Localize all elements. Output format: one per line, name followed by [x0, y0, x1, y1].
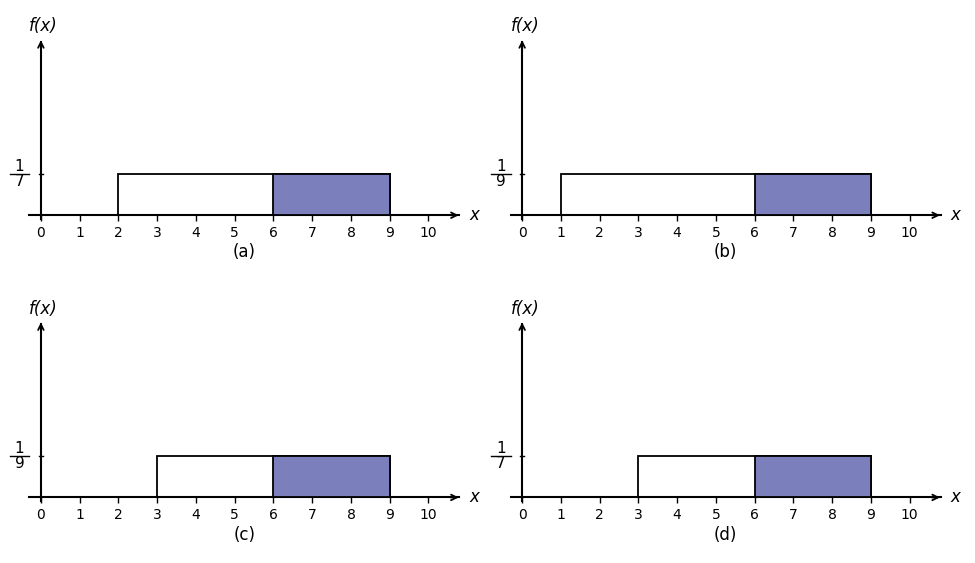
- Bar: [639, 456, 871, 498]
- Bar: [157, 456, 390, 498]
- Bar: [561, 174, 871, 215]
- Text: (a): (a): [233, 243, 255, 261]
- Text: (d): (d): [714, 525, 737, 543]
- Bar: [118, 174, 390, 215]
- Text: 1: 1: [496, 441, 506, 456]
- Text: f(x): f(x): [511, 300, 539, 318]
- Text: x: x: [469, 489, 479, 507]
- Bar: [755, 174, 871, 215]
- Text: x: x: [469, 206, 479, 224]
- Text: (c): (c): [233, 525, 255, 543]
- Text: 1: 1: [15, 441, 24, 456]
- Text: f(x): f(x): [29, 300, 58, 318]
- Text: 7: 7: [496, 456, 506, 471]
- Bar: [273, 456, 390, 498]
- Text: 9: 9: [15, 456, 24, 471]
- Bar: [273, 174, 390, 215]
- Text: 1: 1: [496, 159, 506, 174]
- Text: 9: 9: [496, 174, 506, 189]
- Text: f(x): f(x): [511, 17, 539, 35]
- Text: f(x): f(x): [29, 17, 58, 35]
- Bar: [755, 456, 871, 498]
- Text: x: x: [951, 489, 960, 507]
- Text: x: x: [951, 206, 960, 224]
- Text: 7: 7: [15, 174, 24, 189]
- Text: (b): (b): [714, 243, 737, 261]
- Text: 1: 1: [15, 159, 24, 174]
